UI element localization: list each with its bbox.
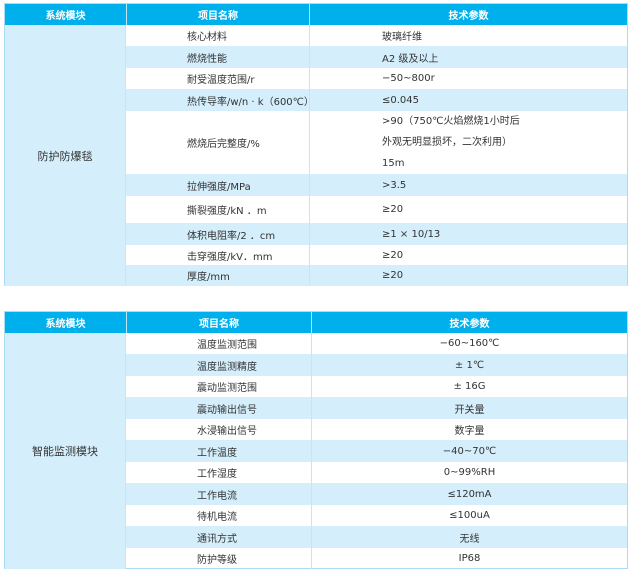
module-name: 智能监测模块 bbox=[5, 333, 126, 569]
param-value: IP68 bbox=[311, 548, 627, 569]
item-name: 热传导率/w/n · k（600℃） bbox=[187, 96, 314, 108]
item-name: 燃烧后完整度/% bbox=[187, 139, 260, 150]
item-name: 震动输出信号 bbox=[197, 404, 257, 416]
item-name: 温度监测精度 bbox=[197, 361, 257, 373]
item-name: 待机电流 bbox=[197, 512, 237, 523]
param-value: −40~70℃ bbox=[311, 440, 627, 462]
param-value: ≤100uA bbox=[311, 505, 627, 526]
table-row: 核心材料 玻璃纤维 bbox=[126, 25, 627, 46]
param-value: ± 16G bbox=[311, 376, 627, 397]
table-row: 工作电流 ≤120mA bbox=[126, 483, 627, 505]
param-value: ≥1 × 10/13 bbox=[309, 223, 627, 245]
item-name: 燃烧性能 bbox=[187, 53, 227, 65]
table-row: 震动输出信号 开关量 bbox=[126, 397, 627, 419]
table-row: 热传导率/w/n · k（600℃） ≤0.045 bbox=[126, 89, 627, 111]
table-header: 系统模块 项目名称 技术参数 bbox=[5, 4, 627, 25]
item-name: 工作电流 bbox=[197, 490, 237, 502]
item-name: 击穿强度/kV．mm bbox=[187, 251, 273, 263]
param-value: ≥20 bbox=[309, 196, 627, 223]
param-value: −50~800r bbox=[309, 68, 627, 89]
header-param: 技术参数 bbox=[311, 312, 627, 333]
param-value-line: >90（750℃火焰燃烧1小时后 bbox=[382, 116, 520, 127]
item-name: 通讯方式 bbox=[197, 533, 237, 545]
param-value: ± 1℃ bbox=[311, 354, 627, 376]
table-row: 工作湿度 0~99%RH bbox=[126, 462, 627, 483]
param-value: 数字量 bbox=[311, 419, 627, 440]
table-row: 厚度/mm ≥20 bbox=[126, 265, 627, 286]
header-module: 系统模块 bbox=[45, 319, 86, 330]
table-row: 震动监测范围 ± 16G bbox=[126, 376, 627, 397]
table-row: 体积电阻率/2 ．cm ≥1 × 10/13 bbox=[126, 223, 627, 245]
item-name: 拉伸强度/MPa bbox=[187, 181, 251, 193]
table-row: 拉伸强度/MPa >3.5 bbox=[126, 174, 627, 196]
param-value: >3.5 bbox=[309, 174, 627, 196]
table-row: 工作温度 −40~70℃ bbox=[126, 440, 627, 462]
table-row: 温度监测范围 −60~160℃ bbox=[126, 333, 627, 354]
item-name: 耐受温度范围/r bbox=[187, 75, 255, 86]
item-name: 温度监测范围 bbox=[197, 340, 257, 351]
param-value: 开关量 bbox=[311, 397, 627, 419]
param-value: >90（750℃火焰燃烧1小时后 外观无明显损坏，二次利用） 15m bbox=[309, 111, 627, 174]
item-name: 体积电阻率/2 ．cm bbox=[187, 230, 276, 242]
param-value: 玻璃纤维 bbox=[309, 25, 627, 46]
param-value: ≤120mA bbox=[311, 483, 627, 505]
item-name: 震动监测范围 bbox=[197, 383, 257, 394]
param-value-line: 15m bbox=[382, 158, 405, 169]
table-row: 待机电流 ≤100uA bbox=[126, 505, 627, 526]
module-name: 防护防爆毯 bbox=[5, 25, 126, 286]
item-name: 工作温度 bbox=[197, 447, 237, 459]
table-header: 系统模块 项目名称 技术参数 bbox=[5, 312, 627, 333]
protection-blanket-spec-table: 系统模块 项目名称 技术参数 防护防爆毯 核心材料 玻璃纤维燃烧性能 A2 级及以上… bbox=[4, 3, 628, 286]
table-row: 燃烧性能 A2 级及以上 bbox=[126, 46, 627, 68]
item-name: 水浸输出信号 bbox=[197, 426, 257, 437]
header-param: 技术参数 bbox=[309, 4, 627, 25]
table-row: 燃烧后完整度/% >90（750℃火焰燃烧1小时后 外观无明显损坏，二次利用） 15m bbox=[126, 111, 627, 174]
header-item: 项目名称 bbox=[126, 312, 311, 333]
table-row: 温度监测精度 ± 1℃ bbox=[126, 354, 627, 376]
item-name: 厚度/mm bbox=[187, 272, 230, 283]
table-row: 水浸输出信号 数字量 bbox=[126, 419, 627, 440]
item-name: 工作湿度 bbox=[197, 469, 237, 480]
param-value: ≤0.045 bbox=[309, 89, 627, 111]
table-row: 耐受温度范围/r −50~800r bbox=[126, 68, 627, 89]
item-name: 防护等级 bbox=[197, 555, 237, 566]
item-name: 核心材料 bbox=[187, 32, 227, 43]
table-row: 击穿强度/kV．mm ≥20 bbox=[126, 245, 627, 265]
param-value: ≥20 bbox=[309, 245, 627, 265]
param-value-line: 外观无明显损坏，二次利用） bbox=[382, 137, 512, 148]
header-module: 系统模块 bbox=[45, 11, 86, 22]
monitoring-module-spec-table: 系统模块 项目名称 技术参数 智能监测模块 温度监测范围 −60~160℃ 温度监测… bbox=[4, 311, 628, 569]
param-value: −60~160℃ bbox=[311, 333, 627, 354]
param-value: 无线 bbox=[311, 526, 627, 548]
table-row: 撕裂强度/kN ．m ≥20 bbox=[126, 196, 627, 223]
table-row: 防护等级 IP68 bbox=[126, 548, 627, 569]
item-name: 撕裂强度/kN ．m bbox=[187, 206, 267, 217]
header-item: 项目名称 bbox=[126, 4, 309, 25]
param-value: 0~99%RH bbox=[311, 462, 627, 483]
param-value: ≥20 bbox=[309, 265, 627, 286]
param-value: A2 级及以上 bbox=[309, 46, 627, 68]
table-row: 通讯方式 无线 bbox=[126, 526, 627, 548]
